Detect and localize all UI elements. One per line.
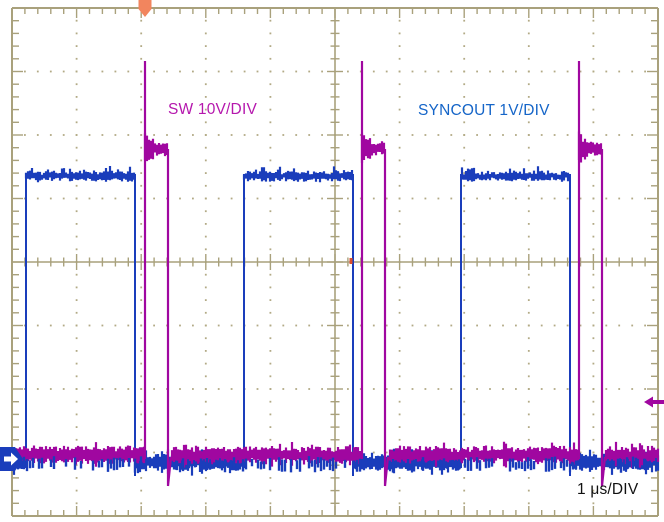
- sw-trace: [10, 61, 660, 487]
- syncout-trace-label: SYNCOUT 1V/DIV: [418, 102, 550, 119]
- syncout-ground-marker: [0, 447, 23, 471]
- graticule-ticks: [11, 7, 659, 517]
- sw-level-marker: [644, 396, 664, 408]
- sw-trace-label: SW 10V/DIV: [168, 101, 257, 118]
- right-arrow-icon: [4, 452, 18, 466]
- trigger-position-marker: [138, 0, 152, 17]
- baseline-noise-overlay: [19, 456, 647, 473]
- trigger-level-tick: [349, 258, 353, 264]
- timebase-label: 1 μs/DIV: [577, 481, 639, 498]
